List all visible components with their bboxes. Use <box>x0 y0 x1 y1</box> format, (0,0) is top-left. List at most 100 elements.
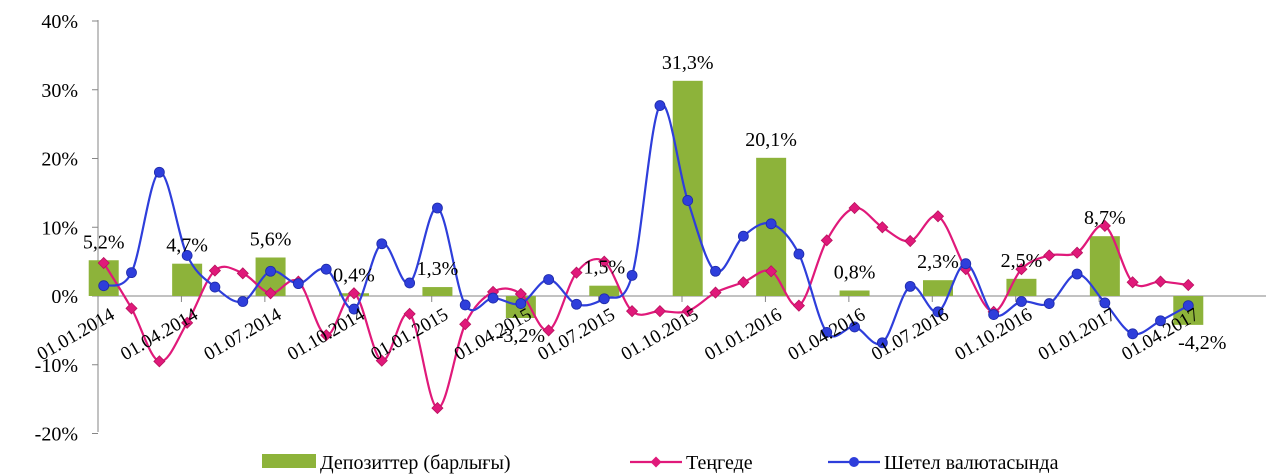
line-series-group <box>97 100 1195 415</box>
data-point <box>181 250 193 261</box>
bar-data-label: -3,2% <box>497 325 545 347</box>
bar-series <box>88 80 1204 325</box>
y-tick-label: 10% <box>41 217 78 239</box>
data-point <box>209 281 221 293</box>
data-point <box>876 221 889 234</box>
data-point <box>403 307 416 320</box>
bar-data-label: 5,6% <box>250 229 292 251</box>
data-point <box>181 316 194 329</box>
data-point <box>264 287 277 300</box>
data-point <box>125 302 138 315</box>
bar-data-label: 2,5% <box>1001 250 1043 272</box>
data-point <box>820 234 833 247</box>
data-point <box>1043 298 1055 309</box>
bar <box>839 290 870 296</box>
data-point <box>292 278 304 290</box>
data-point <box>931 210 945 223</box>
foreign-currency-series <box>98 100 1194 349</box>
bar-data-label: 1,5% <box>583 257 625 279</box>
data-point <box>1043 249 1056 262</box>
x-tick-label: 01.10.2014 <box>284 304 369 365</box>
axes: 40% 30% 20% 10% 0% -10% -20% <box>35 11 1266 446</box>
data-point <box>432 202 443 214</box>
data-point <box>737 276 750 289</box>
data-point <box>431 401 444 415</box>
data-point <box>681 305 694 318</box>
legend-marker-circle <box>849 457 859 467</box>
bar-data-label: 2,3% <box>917 251 959 273</box>
data-point <box>1127 328 1139 340</box>
y-tick-label: 0% <box>51 286 78 308</box>
data-point <box>792 299 805 312</box>
data-point <box>709 286 722 299</box>
bar <box>422 287 453 296</box>
data-point <box>849 321 860 333</box>
bar-data-label: 31,3% <box>662 52 714 74</box>
data-point <box>1016 296 1027 307</box>
bar-data-label: 20,1% <box>745 129 797 151</box>
data-point <box>654 100 666 111</box>
legend: Депозиттер (барлығы) Теңгеде Шетел валютас… <box>262 452 1059 474</box>
data-point <box>598 293 610 305</box>
y-tick-label: -10% <box>35 355 78 377</box>
data-labels: 5,2% 4,7% 5,6% 0,4% 1,3% -3,2% 1,5% 31,3% 20,1% 0… <box>83 52 1227 354</box>
data-point <box>237 296 249 307</box>
data-point <box>571 298 582 310</box>
data-point <box>487 292 499 304</box>
bar-data-label: 0,4% <box>333 264 375 286</box>
data-point <box>153 355 166 368</box>
x-tick-labels: 01.01.201401.04.201401.07.201401.10.2014… <box>34 304 1203 365</box>
data-point <box>153 166 165 178</box>
data-point <box>1182 300 1194 312</box>
data-point <box>347 287 361 300</box>
data-point <box>876 337 888 349</box>
data-point <box>765 265 778 278</box>
x-tick-label: 01.04.2016 <box>785 304 870 365</box>
data-point <box>126 267 137 279</box>
data-point <box>208 264 221 277</box>
bar <box>1089 236 1120 296</box>
y-tick-label: -20% <box>35 424 78 446</box>
data-point <box>459 318 472 331</box>
data-point <box>1071 246 1084 259</box>
data-point <box>1155 315 1166 327</box>
bar-data-label: 8,7% <box>1084 207 1126 229</box>
data-point <box>97 256 110 270</box>
data-point <box>793 248 805 260</box>
data-point <box>821 327 833 338</box>
data-point <box>960 258 972 270</box>
legend-label: Теңгеде <box>686 452 753 474</box>
x-tick-label: 01.01.2016 <box>701 304 786 365</box>
data-point <box>598 255 611 268</box>
x-ticks <box>180 296 1184 302</box>
legend-label: Шетел валютасында <box>884 452 1059 474</box>
legend-marker-diamond <box>650 456 662 468</box>
data-point <box>1098 219 1111 232</box>
data-point <box>1015 263 1028 276</box>
data-point <box>515 298 527 309</box>
legend-swatch-bar <box>262 454 316 468</box>
data-point <box>570 266 583 279</box>
x-tick-label: 01.01.2017 <box>1035 304 1120 365</box>
data-point <box>1154 275 1167 288</box>
data-point <box>653 305 666 318</box>
y-ticks: 40% 30% 20% 10% 0% -10% -20% <box>35 11 98 446</box>
data-point <box>1182 278 1195 292</box>
legend-label: Депозиттер (барлығы) <box>320 452 511 474</box>
data-point <box>542 324 555 337</box>
y-tick-label: 40% <box>41 11 78 33</box>
data-point <box>988 309 1000 320</box>
data-point <box>765 218 777 230</box>
data-point <box>1126 276 1139 289</box>
x-tick-label: 01.07.2014 <box>201 304 286 365</box>
data-point <box>682 195 694 206</box>
bar <box>172 263 203 296</box>
data-point <box>1099 297 1111 309</box>
data-point <box>98 280 110 292</box>
data-point <box>376 238 388 250</box>
bar-data-label: -4,2% <box>1178 332 1226 354</box>
data-point <box>710 265 721 277</box>
data-point <box>932 306 944 318</box>
data-point <box>459 299 471 311</box>
